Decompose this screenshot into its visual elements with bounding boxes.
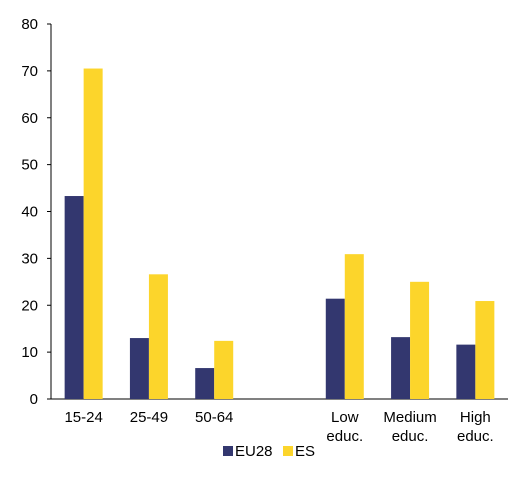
bar-eu28-0 [64, 196, 84, 399]
x-tick-label: Medium educ. [383, 409, 436, 445]
chart-labels: 0 10 20 30 40 50 60 70 80 15-24 25-49 50-64 Low educ.… [21, 16, 493, 445]
legend-swatch-es [283, 446, 293, 456]
y-tick-label: 40 [21, 204, 38, 221]
bar-es-6 [475, 301, 495, 399]
bar-es-4 [344, 254, 364, 399]
chart-legend: EU28 ES [223, 443, 315, 460]
bar-es-2 [214, 340, 234, 399]
legend-swatch-eu28 [223, 446, 233, 456]
x-tick-label: High educ. [457, 409, 494, 445]
bar-eu28-2 [195, 368, 215, 399]
x-tick-label: Low educ. [326, 409, 363, 445]
chart-axes [47, 23, 508, 400]
bar-eu28-4 [325, 298, 345, 399]
y-tick-label: 60 [21, 110, 38, 127]
bar-es-5 [410, 281, 430, 399]
bar-eu28-5 [391, 337, 411, 399]
bar-eu28-6 [456, 344, 476, 399]
y-tick-label: 50 [21, 157, 38, 174]
y-tick-label: 10 [21, 344, 38, 361]
y-tick-label: 70 [21, 63, 38, 80]
legend-label-es: ES [295, 443, 315, 460]
bar-es-1 [148, 274, 168, 399]
y-tick-label: 20 [21, 297, 38, 314]
y-tick-label: 30 [21, 250, 38, 267]
bar-es-0 [83, 68, 103, 399]
x-tick-label: 25-49 [130, 409, 168, 426]
chart-bars [64, 68, 495, 399]
bar-eu28-1 [129, 338, 149, 399]
y-tick-label: 80 [21, 16, 38, 33]
x-tick-label: 50-64 [195, 409, 233, 426]
legend-label-eu28: EU28 [235, 443, 273, 460]
x-tick-label: 15-24 [64, 409, 102, 426]
y-tick-label: 0 [30, 391, 38, 408]
